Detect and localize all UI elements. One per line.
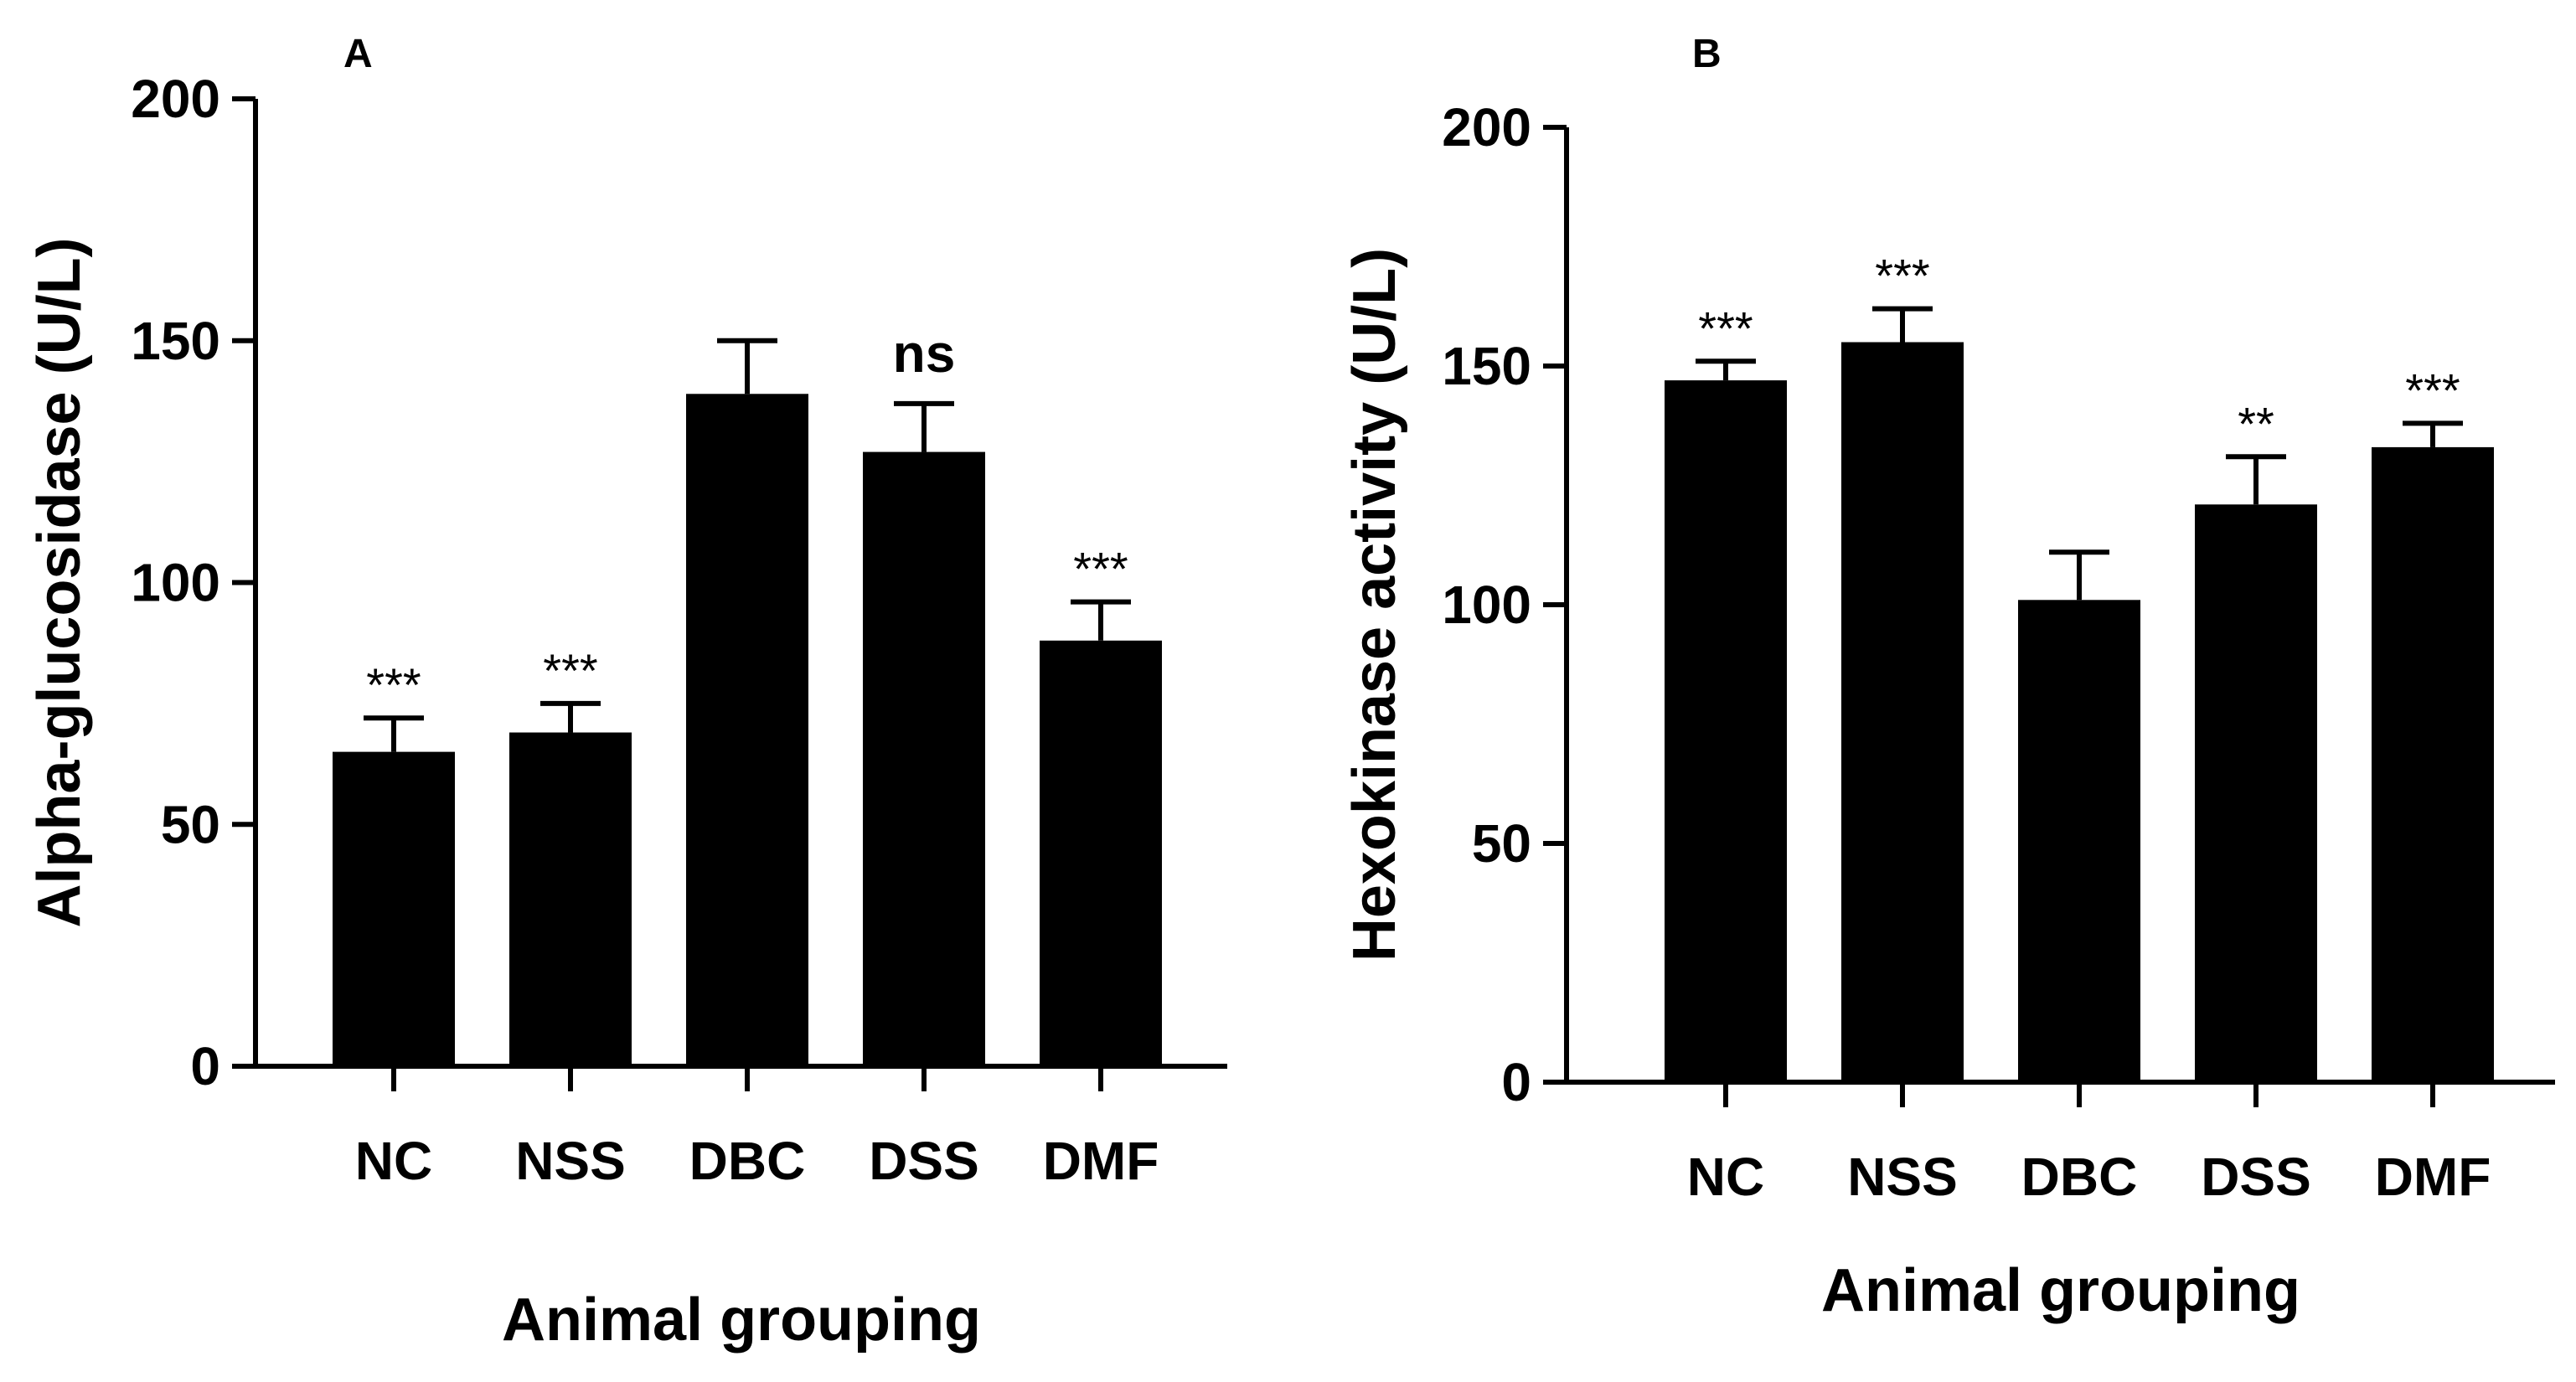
- category-label: DSS: [2201, 1147, 2311, 1207]
- y-tick-label: 0: [190, 1036, 220, 1096]
- significance-label: ***: [1875, 250, 1929, 302]
- significance-label: ***: [1073, 543, 1128, 596]
- y-tick-label: 50: [1472, 813, 1531, 874]
- y-tick-label: 100: [131, 553, 220, 613]
- bar: [1665, 380, 1787, 1083]
- category-label: NSS: [515, 1131, 626, 1191]
- y-axis-title: Hexokinase activity (U/L): [1341, 248, 1408, 962]
- category-label: DBC: [689, 1131, 806, 1191]
- bar: [1841, 342, 1964, 1082]
- significance-label: ***: [1698, 302, 1753, 354]
- category-label: DSS: [869, 1131, 979, 1191]
- significance-label: ***: [2405, 364, 2460, 416]
- y-tick-label: 150: [1442, 336, 1531, 396]
- bar: [2195, 504, 2317, 1082]
- category-label: DMF: [1043, 1131, 1159, 1191]
- significance-label: ***: [366, 658, 421, 711]
- category-label: DBC: [2021, 1147, 2138, 1207]
- bar: [2018, 600, 2140, 1082]
- category-label: DMF: [2375, 1147, 2491, 1207]
- bar: [333, 751, 455, 1066]
- significance-label: ns: [893, 323, 956, 384]
- x-axis-title: Animal grouping: [1821, 1257, 2300, 1324]
- significance-label: **: [2238, 397, 2274, 450]
- category-label: NC: [1687, 1147, 1764, 1207]
- bar: [509, 732, 632, 1066]
- category-label: NSS: [1847, 1147, 1958, 1207]
- y-tick-label: 100: [1442, 575, 1531, 635]
- y-tick-label: 200: [131, 69, 220, 129]
- y-tick-label: 200: [1442, 97, 1531, 157]
- x-axis-title: Animal grouping: [502, 1287, 981, 1354]
- bar: [2372, 446, 2494, 1082]
- bar: [863, 451, 985, 1066]
- y-tick-label: 150: [131, 311, 220, 371]
- panel-label: B: [1692, 32, 1722, 76]
- bar: [686, 394, 808, 1066]
- y-tick-label: 50: [161, 794, 220, 854]
- y-axis-title: Alpha-glucosidase (U/L): [26, 237, 93, 927]
- significance-label: ***: [543, 644, 597, 697]
- panel-b-chart: B 0 50 100 150 200 NC *** NSS *** DBC DSS ** DMF *** An…: [1341, 32, 2555, 1324]
- category-label: NC: [355, 1131, 432, 1191]
- bar: [1040, 640, 1162, 1066]
- y-tick-label: 0: [1501, 1052, 1531, 1112]
- panel-label: A: [343, 32, 373, 76]
- panel-a-chart: A 0 50 100 150 200 NC *** NSS *** DBC DSS ns DMF *** An…: [26, 32, 1227, 1354]
